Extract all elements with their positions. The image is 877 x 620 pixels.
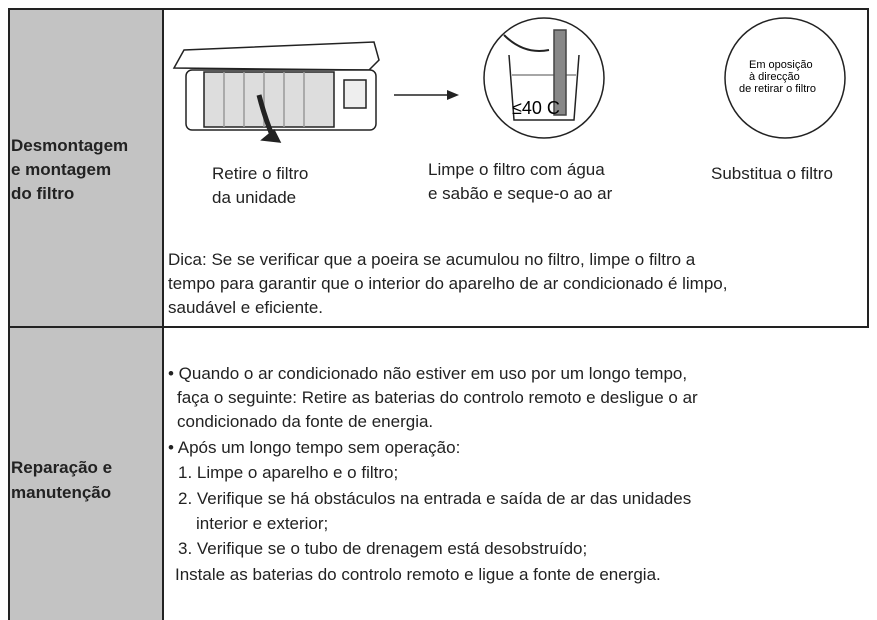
list-line: • Após um longo tempo sem operação: xyxy=(168,438,461,457)
row-header: Reparação e xyxy=(11,458,113,477)
wash-circle xyxy=(483,17,605,139)
list-line: Instale as baterias do controlo remoto e… xyxy=(175,565,661,584)
step-caption: Limpe o filtro com água xyxy=(428,160,605,179)
step-caption: Substitua o filtro xyxy=(711,164,833,183)
border-top xyxy=(8,8,869,10)
list-line: interior e exterior; xyxy=(196,514,329,533)
step-caption: Retire o filtro xyxy=(212,164,309,183)
list-line: 2. Verifique se há obstáculos na entrada… xyxy=(178,489,692,508)
replace-circle: Em oposição à direcção de retirar o filt… xyxy=(724,17,846,139)
list-line: faça o seguinte: Retire as baterias do c… xyxy=(177,388,698,407)
illustration-note: à direcção xyxy=(749,71,800,83)
border-left xyxy=(8,8,10,620)
header-cell xyxy=(8,8,163,620)
list-line: • Quando o ar condicionado não estiver e… xyxy=(168,364,688,383)
step-caption: da unidade xyxy=(212,188,297,207)
illustration-note: Em oposição xyxy=(749,59,813,71)
list-line: condicionado da fonte de energia. xyxy=(177,412,434,431)
row-divider xyxy=(8,326,869,328)
border-mid xyxy=(162,8,164,620)
list-line: 1. Limpe o aparelho e o filtro; xyxy=(178,463,399,482)
step-caption: e sabão e seque-o ao ar xyxy=(428,184,613,203)
tip-text: Dica: Se se verificar que a poeira se ac… xyxy=(168,250,696,269)
tip-text: tempo para garantir que o interior do ap… xyxy=(168,274,728,293)
row-header: manutenção xyxy=(11,483,112,502)
row-header: do filtro xyxy=(11,184,75,203)
illustrations: ≤40 C Em oposição à direcção de retirar … xyxy=(172,17,846,143)
border-right xyxy=(867,8,869,328)
ac-unit xyxy=(172,41,380,143)
row-header: e montagem xyxy=(11,160,112,179)
list-line: 3. Verifique se o tubo de drenagem está … xyxy=(178,539,588,558)
arrow xyxy=(394,90,459,100)
row-header: Desmontagem xyxy=(11,136,129,155)
temperature-label: ≤40 C xyxy=(512,98,560,118)
illustration-note: de retirar o filtro xyxy=(739,83,816,95)
tip-text: saudável e eficiente. xyxy=(168,298,323,317)
